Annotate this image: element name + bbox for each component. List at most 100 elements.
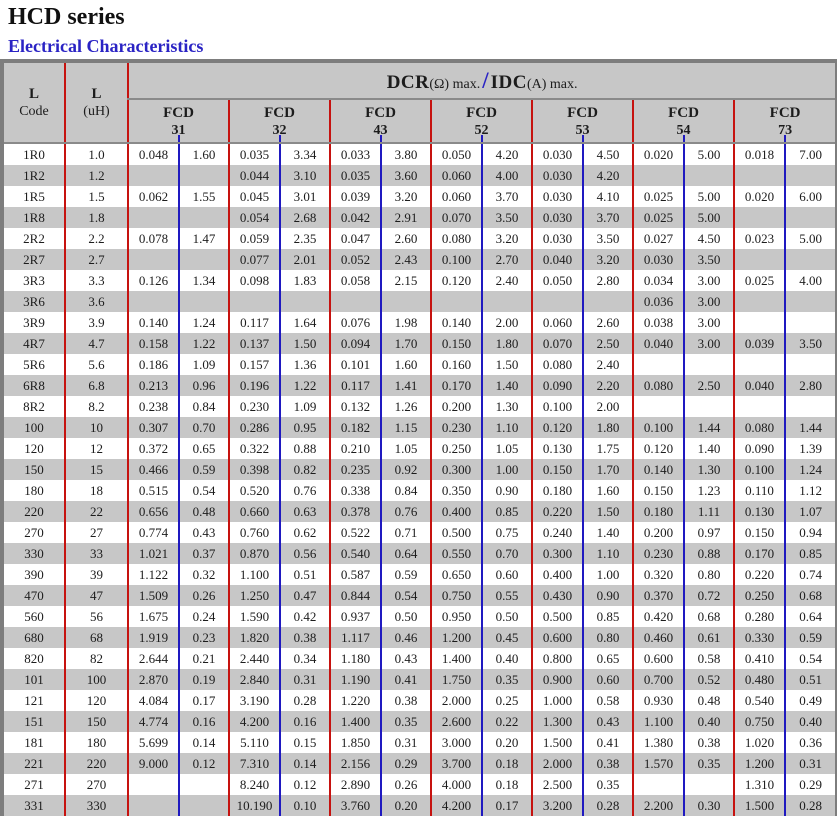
idc-cell: 0.41: [380, 669, 431, 690]
l-uh-cell: 68: [64, 627, 128, 648]
dcr-cell: 0.094: [329, 333, 381, 354]
dcr-cell: 1.300: [531, 711, 583, 732]
dcr-cell: 0.350: [430, 480, 482, 501]
dcr-cell: 0.100: [531, 396, 583, 417]
l-uh-cell: 56: [64, 606, 128, 627]
idc-cell: 1.50: [279, 333, 330, 354]
dcr-cell: 0.035: [228, 143, 280, 165]
dcr-cell: 0.050: [531, 270, 583, 291]
idc-cell: 0.21: [178, 648, 229, 669]
dcr-cell: 0.047: [329, 228, 381, 249]
dcr-cell: 0.035: [329, 165, 381, 186]
group-header-fcd-32: FCD 32: [228, 99, 330, 144]
table-row: 5R6 5.6 0.186 1.09 0.157 1.36 0.101 1.60 0.160 1.…: [4, 354, 836, 375]
l-uh-cell: 47: [64, 585, 128, 606]
idc-cell: 1.00: [481, 459, 532, 480]
idc-cell: 0.80: [683, 564, 734, 585]
table-row: 2R7 2.7 0.077 2.01 0.052 2.43 0.100 2.70 0.040 3.…: [4, 249, 836, 270]
dcr-cell: 1.200: [733, 753, 785, 774]
idc-cell: 0.97: [683, 522, 734, 543]
dcr-cell: 0.158: [127, 333, 179, 354]
l-code-cell: 680: [4, 627, 65, 648]
dcr-cell: 0.200: [430, 396, 482, 417]
dcr-cell: 0.040: [531, 249, 583, 270]
idc-cell: 3.01: [279, 186, 330, 207]
dcr-cell: 0.460: [632, 627, 684, 648]
dcr-cell: 0.025: [632, 186, 684, 207]
idc-cell: 0.61: [683, 627, 734, 648]
idc-cell: 4.50: [582, 143, 633, 165]
idc-cell: 0.54: [380, 585, 431, 606]
idc-cell: [380, 291, 431, 312]
idc-cell: 0.62: [279, 522, 330, 543]
dcr-cell: [733, 291, 785, 312]
idc-cell: [683, 165, 734, 186]
dcr-cell: 0.800: [531, 648, 583, 669]
dcr-cell: 0.650: [430, 564, 482, 585]
idc-cell: 1.34: [178, 270, 229, 291]
dcr-cell: 1.500: [531, 732, 583, 753]
idc-cell: 0.14: [279, 753, 330, 774]
idc-cell: 1.22: [178, 333, 229, 354]
idc-cell: 3.20: [380, 186, 431, 207]
idc-cell: 1.70: [380, 333, 431, 354]
idc-cell: 1.05: [380, 438, 431, 459]
slash-separator: /: [482, 67, 489, 93]
fcd-name: FCD: [163, 104, 194, 121]
idc-cell: 0.10: [279, 795, 330, 816]
idc-cell: [178, 207, 229, 228]
dcr-cell: 0.420: [632, 606, 684, 627]
idc-cell: 0.42: [279, 606, 330, 627]
idc-cell: 1.10: [481, 417, 532, 438]
dcr-cell: 0.170: [430, 375, 482, 396]
table-row: 331 330 10.190 0.10 3.760 0.20 4.200 0.17 3.200 0…: [4, 795, 836, 816]
table-row: 1R8 1.8 0.054 2.68 0.042 2.91 0.070 3.50 0.030 3.…: [4, 207, 836, 228]
dcr-cell: 0.600: [531, 627, 583, 648]
idc-cell: 0.19: [178, 669, 229, 690]
dcr-cell: 0.098: [228, 270, 280, 291]
l-code-cell: 221: [4, 753, 65, 774]
dcr-cell: 0.540: [733, 690, 785, 711]
l-code-cell: 151: [4, 711, 65, 732]
table-row: 151 150 4.774 0.16 4.200 0.16 1.400 0.35 2.600 0.…: [4, 711, 836, 732]
group-header-fcd-54: FCD 54: [632, 99, 734, 144]
idc-cell: 0.82: [279, 459, 330, 480]
idc-cell: 0.76: [279, 480, 330, 501]
fcd-code: 31: [171, 122, 186, 138]
dcr-cell: 0.126: [127, 270, 179, 291]
idc-cell: 0.43: [582, 711, 633, 732]
idc-cell: 0.28: [582, 795, 633, 816]
l-uh-cell: 6.8: [64, 375, 128, 396]
idc-cell: 0.12: [279, 774, 330, 795]
l-code-cell: 5R6: [4, 354, 65, 375]
dcr-cell: 0.030: [531, 143, 583, 165]
dcr-cell: 3.700: [430, 753, 482, 774]
fcd-name: FCD: [365, 104, 396, 121]
dcr-cell: 0.130: [531, 438, 583, 459]
dcr-cell: 1.020: [733, 732, 785, 753]
l-uh-cell: 3.9: [64, 312, 128, 333]
idc-cell: 2.00: [481, 312, 532, 333]
l-uh-cell: 39: [64, 564, 128, 585]
l-code-cell: 330: [4, 543, 65, 564]
dcr-cell: 0.322: [228, 438, 280, 459]
dcr-cell: 0.280: [733, 606, 785, 627]
idc-cell: 5.00: [683, 186, 734, 207]
idc-cell: 0.85: [481, 501, 532, 522]
dcr-cell: 0.070: [531, 333, 583, 354]
dcr-cell: 0.200: [632, 522, 684, 543]
l-code-cell: 820: [4, 648, 65, 669]
idc-cell: 0.23: [178, 627, 229, 648]
idc-cell: 2.68: [279, 207, 330, 228]
dcr-cell: 0.023: [733, 228, 785, 249]
l-uh-cell: 150: [64, 711, 128, 732]
table-row: 1R2 1.2 0.044 3.10 0.035 3.60 0.060 4.00 0.030 4.…: [4, 165, 836, 186]
group-header-fcd-31: FCD 31: [127, 99, 229, 144]
idc-cell: 2.35: [279, 228, 330, 249]
dcr-cell: 7.310: [228, 753, 280, 774]
idc-cell: 1.36: [279, 354, 330, 375]
dcr-cell: 1.509: [127, 585, 179, 606]
l-code-column-header: L Code: [4, 63, 65, 144]
idc-cell: [683, 354, 734, 375]
l-code-cell: 2R2: [4, 228, 65, 249]
